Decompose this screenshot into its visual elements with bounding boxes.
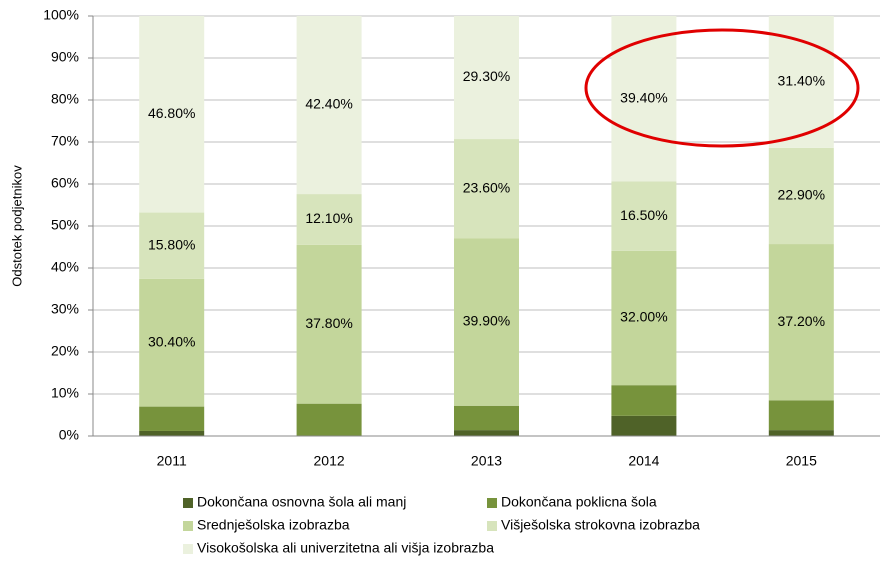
data-label: 29.30% bbox=[463, 68, 510, 84]
data-label: 42.40% bbox=[305, 96, 352, 112]
bar-segment bbox=[296, 16, 362, 195]
bar-segment bbox=[454, 405, 519, 431]
bar-segment bbox=[768, 430, 834, 436]
y-tick-label: 80% bbox=[51, 91, 79, 107]
data-label: 37.20% bbox=[778, 313, 825, 329]
y-tick-label: 60% bbox=[51, 175, 79, 191]
legend-label: Dokončana poklicna šola bbox=[501, 494, 657, 510]
data-label: 39.90% bbox=[463, 313, 510, 329]
y-tick-label: 50% bbox=[51, 217, 79, 233]
bar-segment bbox=[611, 415, 677, 436]
data-label: 16.50% bbox=[620, 207, 667, 223]
data-label: 31.40% bbox=[778, 73, 825, 89]
bar-segment bbox=[139, 430, 205, 436]
bar-segment bbox=[139, 406, 205, 431]
x-tick-label: 2013 bbox=[471, 453, 502, 469]
data-label: 32.00% bbox=[620, 309, 667, 325]
bar-segment bbox=[296, 194, 362, 245]
legend-label: Višješolska strokovna izobrazba bbox=[501, 517, 700, 533]
bar-segment bbox=[296, 403, 362, 436]
bar-segment bbox=[139, 212, 205, 279]
highlight-ellipse bbox=[584, 28, 860, 148]
y-axis-title: Odstotek podjetnikov bbox=[9, 165, 24, 287]
bar-segment bbox=[139, 278, 205, 407]
legend-swatch bbox=[487, 521, 497, 531]
y-tick-label: 70% bbox=[51, 133, 79, 149]
data-label: 37.80% bbox=[305, 315, 352, 331]
x-tick-label: 2011 bbox=[157, 453, 187, 469]
data-label: 30.40% bbox=[148, 333, 195, 349]
bar-segment bbox=[768, 244, 834, 401]
legend-label: Srednješolska izobrazba bbox=[197, 517, 350, 533]
y-tick-label: 100% bbox=[43, 7, 79, 23]
legend-label: Dokončana osnovna šola ali manj bbox=[197, 494, 406, 510]
bar-segment bbox=[454, 430, 519, 436]
y-tick-label: 90% bbox=[51, 49, 79, 65]
bar-segment bbox=[611, 250, 677, 386]
legend-swatch bbox=[183, 544, 193, 554]
bar-segment bbox=[611, 16, 677, 182]
bar-segment bbox=[454, 16, 519, 140]
bar-segment bbox=[768, 400, 834, 431]
data-label: 12.10% bbox=[305, 210, 352, 226]
bar-segment bbox=[139, 16, 205, 213]
y-tick-label: 10% bbox=[51, 385, 79, 401]
bar-segment bbox=[454, 238, 519, 406]
y-tick-label: 0% bbox=[59, 427, 79, 443]
legend-swatch bbox=[487, 498, 497, 508]
legend-swatch bbox=[183, 498, 193, 508]
bar-segment bbox=[296, 244, 362, 404]
data-label: 22.90% bbox=[778, 187, 825, 203]
data-label: 15.80% bbox=[148, 236, 195, 252]
data-label: 23.60% bbox=[463, 179, 510, 195]
data-label: 39.40% bbox=[620, 89, 667, 105]
x-tick-label: 2015 bbox=[786, 453, 817, 469]
legend-label: Visokošolska ali univerzitetna ali višja… bbox=[197, 540, 494, 556]
x-tick-label: 2014 bbox=[628, 453, 659, 469]
y-tick-label: 40% bbox=[51, 259, 79, 275]
x-tick-label: 2012 bbox=[314, 453, 345, 469]
bar-segment bbox=[611, 181, 677, 251]
y-tick-label: 20% bbox=[51, 343, 79, 359]
bar-segment bbox=[454, 139, 519, 239]
bar-segment bbox=[611, 385, 677, 416]
y-tick-label: 30% bbox=[51, 301, 79, 317]
bar-segment bbox=[768, 147, 834, 245]
legend-swatch bbox=[183, 521, 193, 531]
data-label: 46.80% bbox=[148, 105, 195, 121]
